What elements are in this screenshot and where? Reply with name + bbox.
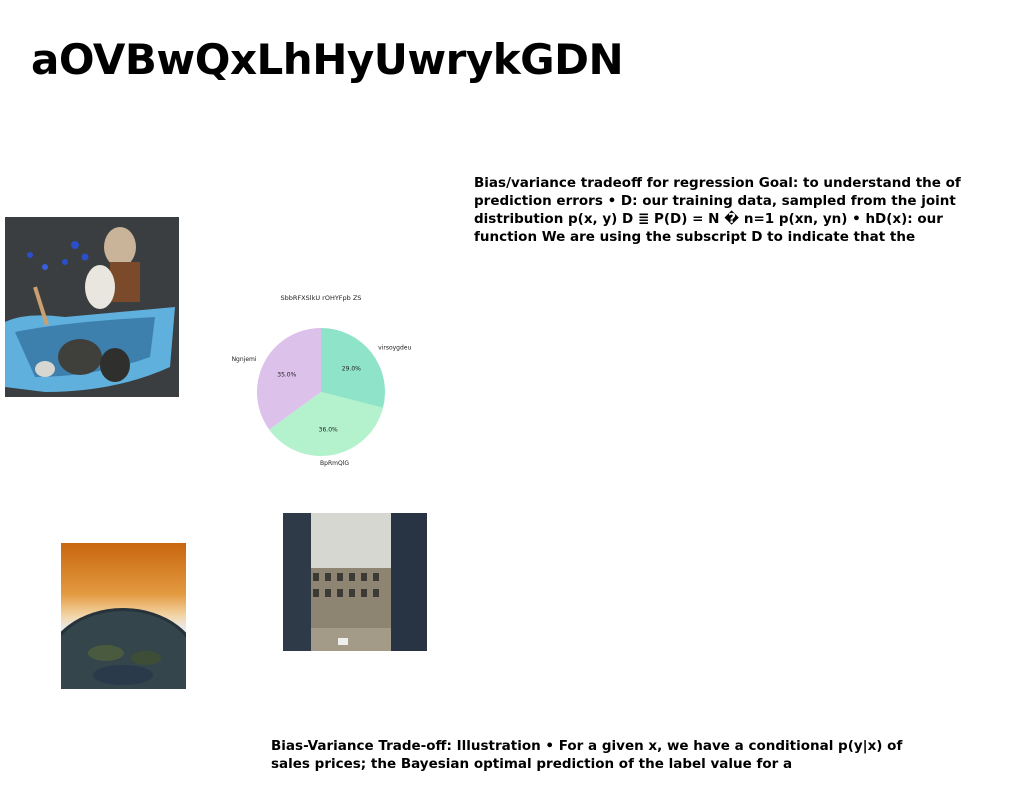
pie-slice-BpRmQlG <box>269 392 383 456</box>
fisheye-planet-photo <box>61 543 186 689</box>
chart-title: SbbRFXSlkU rOHYFpb ZS <box>281 294 362 302</box>
pie-pct-label: 35.0% <box>277 372 296 379</box>
pie-category-label: Ngnjemi <box>232 356 257 363</box>
bias-variance-text: Bias/variance tradeoff for regression Go… <box>474 175 961 245</box>
illustration-text: Bias-Variance Trade-off: Illustration • … <box>271 738 903 772</box>
city-street-photo <box>283 513 427 651</box>
pie-category-label: BpRmQlG <box>320 460 349 467</box>
pie-chart: SbbRFXSlkU rOHYFpb ZS 29.0% virsoygdeu 36.… <box>232 294 412 467</box>
pie-category-label: virsoygdeu <box>378 345 411 352</box>
pie-slice-virsoygdeu <box>321 328 385 408</box>
child-pumpkins-photo <box>5 217 179 397</box>
pie-pct-label: 36.0% <box>319 427 338 434</box>
page-title: aOVBwQxLhHyUwrykGDN <box>31 35 624 84</box>
pie-slice-Ngnjemi <box>257 328 321 430</box>
pie-pct-label: 29.0% <box>342 365 361 372</box>
